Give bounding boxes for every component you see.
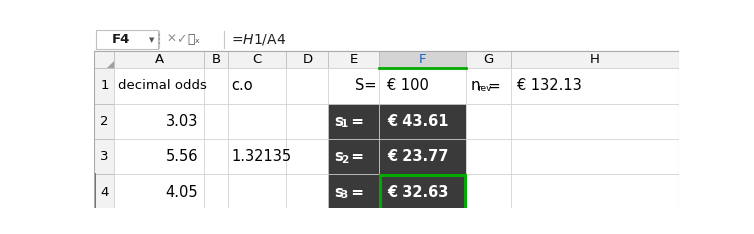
Bar	[96, 30, 158, 49]
Text: s: s	[335, 114, 344, 129]
Text: 3: 3	[100, 150, 109, 163]
Text: ✕: ✕	[166, 33, 176, 46]
Text: =: =	[346, 185, 364, 200]
Bar	[380, 175, 465, 209]
Text: ⋮: ⋮	[152, 33, 165, 46]
Bar	[204, 139, 228, 174]
Bar	[466, 174, 511, 210]
Bar	[511, 68, 679, 103]
Bar	[204, 51, 228, 68]
Polygon shape	[107, 61, 115, 68]
Bar	[115, 68, 204, 103]
Bar	[466, 51, 511, 68]
Bar	[228, 68, 287, 103]
Bar	[379, 103, 466, 139]
Bar	[94, 28, 679, 51]
Bar	[228, 174, 287, 210]
Bar	[379, 174, 466, 210]
Text: ▼: ▼	[149, 37, 155, 43]
Bar	[511, 139, 679, 174]
Bar	[287, 51, 328, 68]
Text: C: C	[253, 53, 262, 66]
Text: F: F	[419, 53, 427, 66]
Text: 5.56: 5.56	[166, 149, 198, 164]
Text: c.o: c.o	[231, 78, 253, 93]
Text: s: s	[335, 185, 344, 200]
Bar	[466, 139, 511, 174]
Bar	[94, 51, 679, 210]
Text: € 132.13: € 132.13	[517, 78, 582, 93]
Text: € 32.63: € 32.63	[388, 185, 449, 200]
Text: 1.32135: 1.32135	[231, 149, 292, 164]
Text: 4: 4	[100, 186, 109, 199]
Text: € 23.77: € 23.77	[388, 149, 449, 164]
Text: rev: rev	[477, 84, 492, 93]
Bar	[94, 68, 115, 103]
Bar	[204, 174, 228, 210]
Bar	[328, 51, 379, 68]
Text: F4: F4	[112, 33, 130, 46]
Bar	[287, 139, 328, 174]
Bar	[204, 68, 228, 103]
Text: =: =	[346, 114, 364, 129]
Text: 1: 1	[100, 79, 109, 92]
Text: D: D	[302, 53, 312, 66]
Text: 4.05: 4.05	[165, 185, 198, 200]
Bar	[115, 139, 204, 174]
Bar	[328, 139, 379, 174]
Bar	[115, 51, 204, 68]
Text: 1: 1	[341, 119, 348, 129]
Bar	[228, 103, 287, 139]
Bar	[328, 68, 379, 103]
Bar	[287, 103, 328, 139]
Text: n: n	[470, 78, 480, 93]
Text: ✓: ✓	[176, 33, 187, 46]
Bar	[204, 103, 228, 139]
Bar	[94, 139, 115, 174]
Text: 2: 2	[341, 155, 348, 165]
Text: 𝑓ₓ: 𝑓ₓ	[188, 33, 201, 46]
Bar	[94, 103, 115, 139]
Bar	[379, 139, 466, 174]
Bar	[115, 174, 204, 210]
Text: =: =	[346, 149, 364, 164]
Bar	[328, 174, 379, 210]
Bar	[379, 51, 466, 68]
Bar	[287, 68, 328, 103]
Bar	[466, 68, 511, 103]
Bar	[228, 139, 287, 174]
Text: decimal odds: decimal odds	[118, 79, 207, 92]
Text: 3.03: 3.03	[166, 114, 198, 129]
Text: =: =	[487, 78, 500, 93]
Bar	[511, 51, 679, 68]
Bar	[511, 103, 679, 139]
Bar	[228, 51, 287, 68]
Text: E: E	[350, 53, 358, 66]
Text: B: B	[211, 53, 220, 66]
Text: 2: 2	[100, 115, 109, 128]
Bar	[328, 103, 379, 139]
Bar	[94, 174, 115, 210]
Bar	[287, 174, 328, 210]
Text: G: G	[483, 53, 494, 66]
Bar	[466, 103, 511, 139]
Bar	[511, 174, 679, 210]
Text: A: A	[155, 53, 164, 66]
Text: € 43.61: € 43.61	[388, 114, 449, 129]
Bar	[379, 68, 466, 103]
Text: H: H	[590, 53, 600, 66]
Bar	[115, 103, 204, 139]
Text: € 100: € 100	[388, 78, 429, 93]
Bar	[94, 51, 115, 68]
Text: =$H$1/A4: =$H$1/A4	[231, 32, 286, 47]
Text: s: s	[335, 149, 344, 164]
Text: 3: 3	[341, 190, 348, 200]
Text: S=: S=	[355, 78, 376, 93]
